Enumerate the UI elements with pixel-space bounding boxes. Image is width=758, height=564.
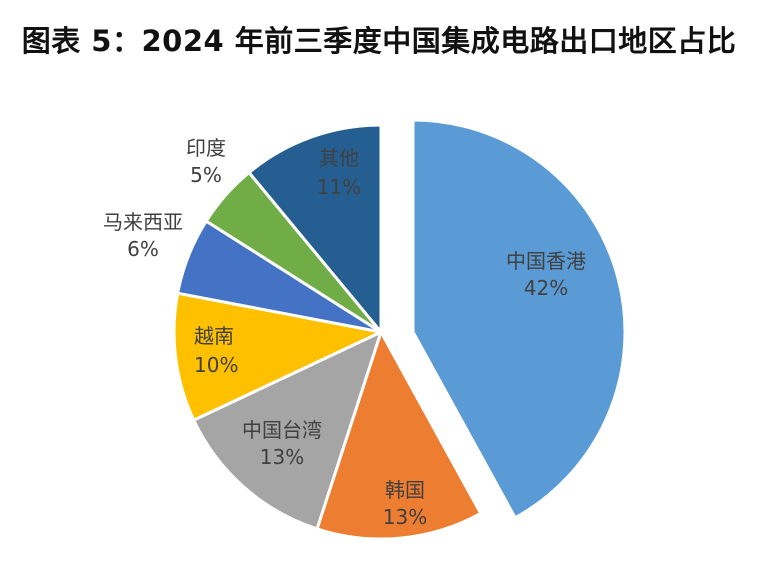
pie-slice-6 (247, 123, 383, 334)
pie-labels: 中国香港 42% 韩国 13% 中国台湾 13% 越南 10% 马来西亚 6% … (103, 136, 586, 529)
label-other-pct: 11% (317, 175, 361, 199)
pie-slice-1 (315, 330, 483, 541)
chart-title: 图表 5：2024 年前三季度中国集成电路出口地区占比 (21, 24, 737, 58)
label-vietnam-name: 越南 (194, 324, 234, 348)
label-india-name: 印度 (186, 136, 226, 160)
label-vietnam-pct: 10% (194, 353, 238, 377)
label-other-name: 其他 (319, 146, 359, 170)
label-malaysia-pct: 6% (127, 237, 159, 261)
label-korea-pct: 13% (383, 505, 427, 529)
label-korea-name: 韩国 (385, 478, 425, 502)
pie-slice-0 (411, 118, 627, 520)
pie-slice-2 (192, 330, 383, 531)
label-hongkong-name: 中国香港 (506, 249, 586, 273)
label-taiwan-pct: 13% (260, 445, 304, 469)
label-malaysia-name: 马来西亚 (103, 210, 183, 234)
label-hongkong-pct: 42% (524, 276, 568, 300)
pie-slices (172, 118, 627, 541)
pie-slice-3 (172, 291, 383, 422)
label-india-pct: 5% (190, 163, 222, 187)
label-taiwan-name: 中国台湾 (242, 418, 322, 442)
